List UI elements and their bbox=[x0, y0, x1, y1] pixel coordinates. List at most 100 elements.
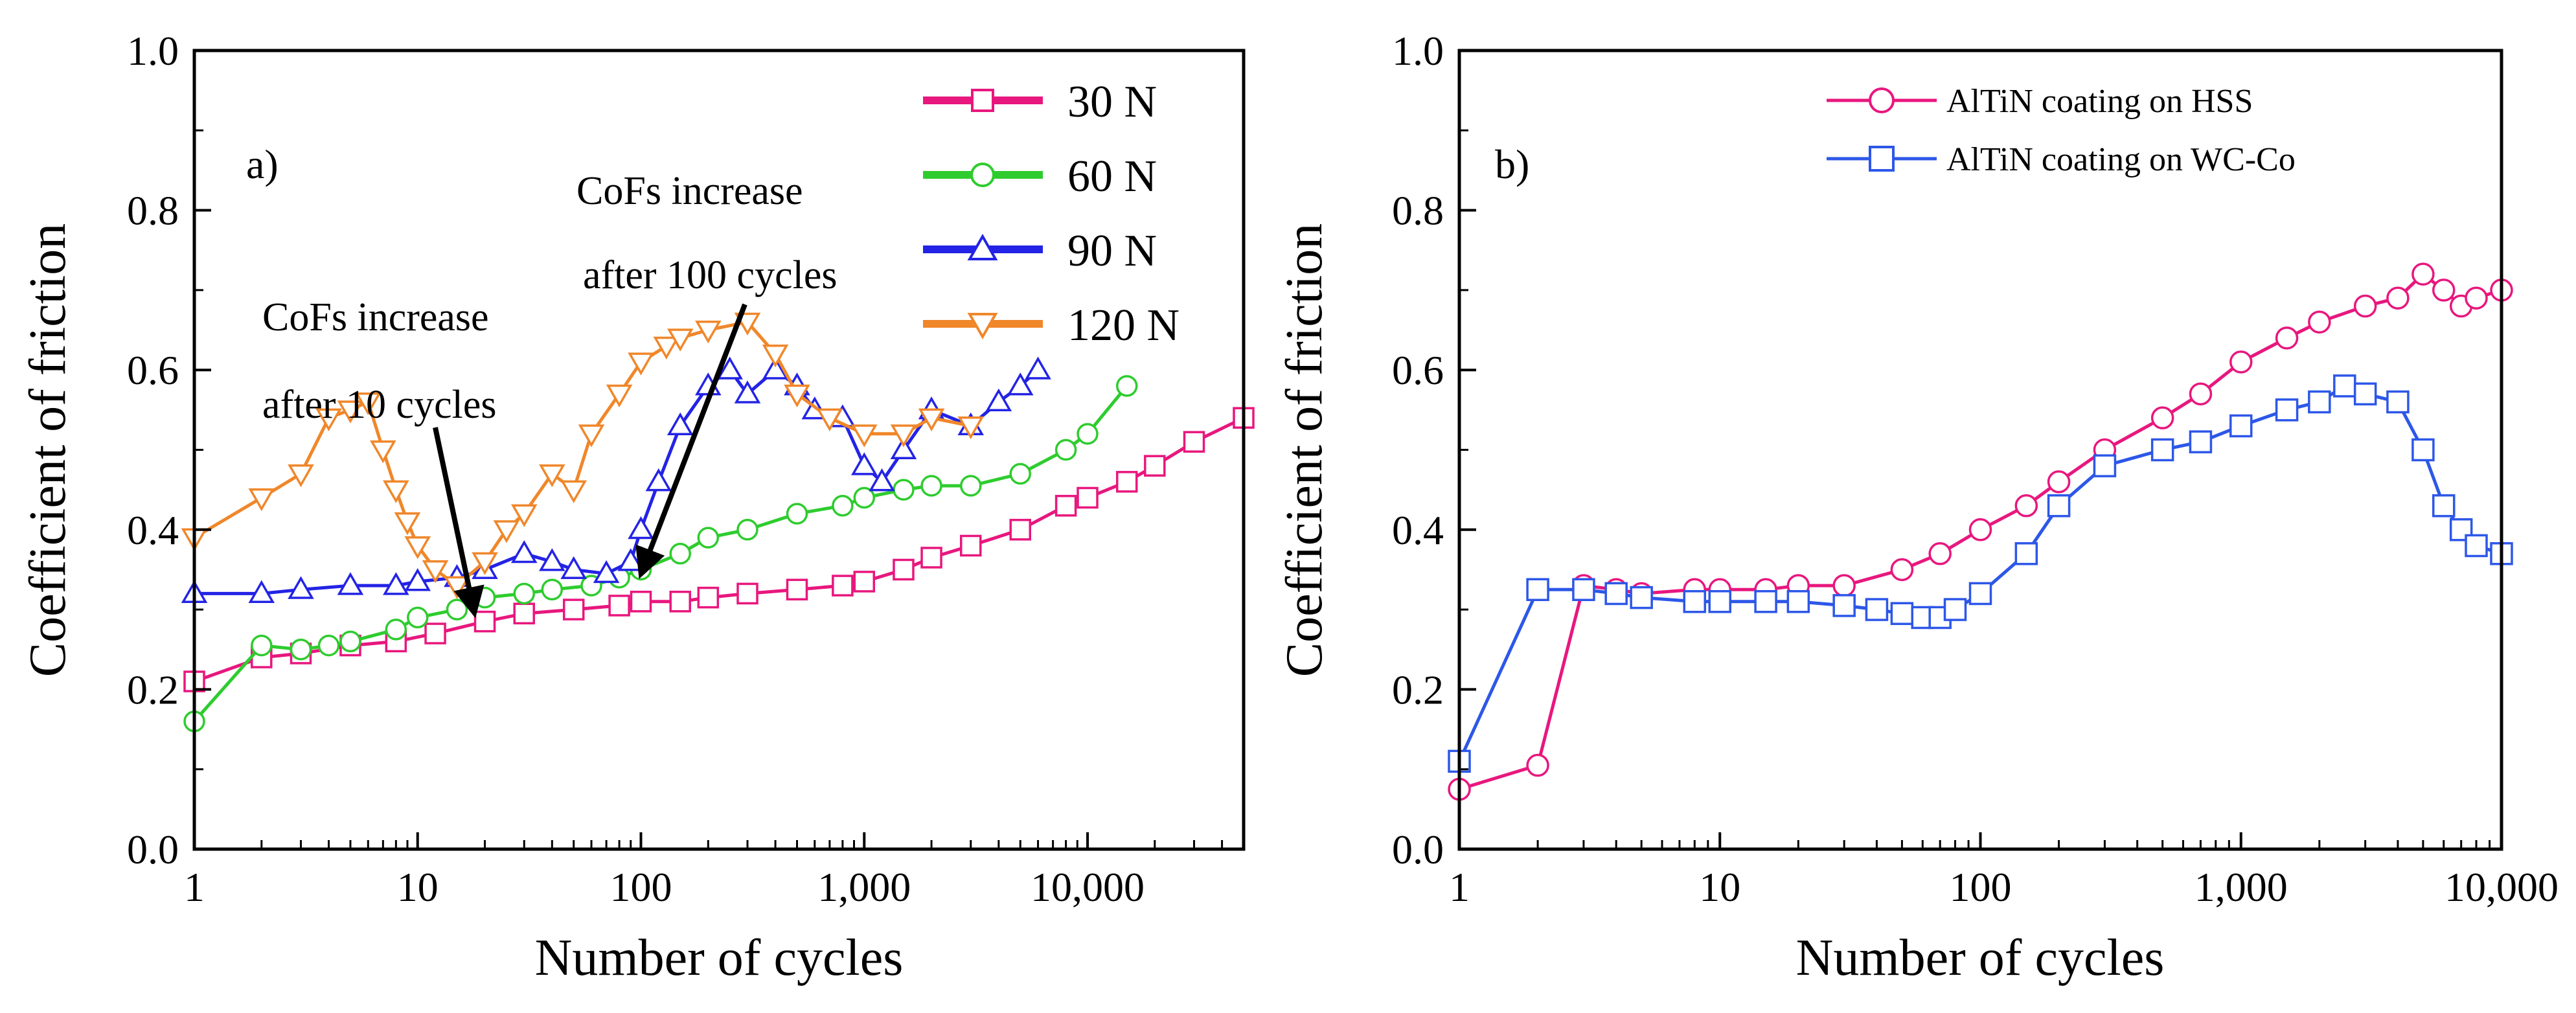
panel-b-x-tick-label: 10,000 bbox=[2445, 864, 2559, 910]
panel-a-legend: 30 N 60 N 90 N 120 N bbox=[923, 77, 1180, 350]
data-point-altin-coating-on-wc-co bbox=[1604, 582, 1628, 606]
data-point-120-n bbox=[560, 480, 587, 503]
legend-marker-30n bbox=[971, 89, 994, 112]
data-point-120-n bbox=[578, 424, 605, 448]
data-point-120-n bbox=[383, 480, 409, 503]
panel-a-y-tick-label: 0.8 bbox=[127, 188, 179, 234]
data-point-60-n bbox=[446, 598, 468, 620]
data-point-90-n bbox=[850, 452, 878, 475]
data-point-altin-coating-on-wc-co bbox=[2275, 398, 2299, 422]
data-point-120-n bbox=[539, 464, 565, 488]
data-point-120-n bbox=[850, 424, 878, 448]
data-point-altin-coating-on-wc-co bbox=[1754, 590, 1777, 613]
data-point-60-n bbox=[893, 479, 915, 501]
panel-b-y-tick-label: 0.6 bbox=[1392, 347, 1444, 393]
data-point-altin-coating-on-hss bbox=[2150, 406, 2174, 429]
data-point-120-n bbox=[784, 384, 810, 407]
data-point-90-n bbox=[734, 380, 761, 404]
legend-item-30n: 30 N bbox=[923, 77, 1157, 127]
data-point-90-n bbox=[716, 356, 743, 380]
data-point-90-n bbox=[1007, 372, 1034, 396]
data-point-90-n bbox=[890, 436, 917, 459]
data-point-120-n bbox=[444, 576, 470, 599]
legend-marker-120n bbox=[967, 313, 998, 340]
data-point-60-n bbox=[290, 639, 312, 661]
panel-b-label: b) bbox=[1495, 141, 1529, 187]
data-point-60-n bbox=[960, 475, 982, 497]
data-point-altin-coating-on-wc-co bbox=[2047, 494, 2071, 518]
data-point-30-n bbox=[1183, 431, 1205, 453]
data-point-90-n bbox=[667, 412, 694, 436]
data-point-60-n bbox=[1009, 462, 1031, 485]
legend-marker-wcco bbox=[1869, 146, 1895, 172]
data-point-60-n bbox=[697, 527, 720, 549]
data-point-120-n bbox=[957, 416, 985, 440]
data-point-30-n bbox=[893, 558, 915, 581]
data-point-120-n bbox=[695, 321, 722, 344]
data-point-90-n bbox=[404, 568, 431, 591]
data-point-30-n bbox=[1077, 486, 1099, 509]
panel-a-label: a) bbox=[246, 141, 279, 187]
data-point-90-n bbox=[288, 576, 314, 599]
panel-a-y-axis-title: Coefficient of friction bbox=[19, 223, 76, 677]
data-point-30-n bbox=[1144, 455, 1166, 477]
panel-a-y-tick-label: 1.0 bbox=[127, 28, 179, 74]
data-point-altin-coating-on-wc-co bbox=[1683, 590, 1707, 613]
panel-a-y-tick-label: 0.0 bbox=[127, 826, 179, 872]
data-point-120-n bbox=[816, 408, 843, 431]
legend-label-hss: AlTiN coating on HSS bbox=[1946, 83, 2253, 120]
data-point-60-n bbox=[251, 634, 273, 657]
data-point-altin-coating-on-wc-co bbox=[2229, 414, 2253, 438]
data-point-altin-coating-on-hss bbox=[1832, 574, 1856, 597]
data-point-120-n bbox=[248, 488, 275, 512]
data-point-120-n bbox=[422, 560, 449, 584]
data-point-30-n bbox=[832, 575, 854, 597]
data-point-60-n bbox=[786, 503, 808, 525]
data-point-120-n bbox=[472, 552, 498, 575]
data-point-120-n bbox=[404, 536, 431, 560]
data-point-30-n bbox=[562, 598, 585, 620]
data-point-90-n bbox=[628, 516, 654, 540]
data-point-altin-coating-on-hss bbox=[2386, 286, 2410, 310]
data-point-altin-coating-on-wc-co bbox=[2465, 534, 2488, 558]
data-point-altin-coating-on-hss bbox=[2014, 494, 2038, 518]
panel-b-x-tick-label: 100 bbox=[1950, 864, 2012, 910]
data-point-altin-coating-on-hss bbox=[2275, 326, 2299, 350]
data-point-120-n bbox=[493, 520, 520, 543]
legend-item-wcco: AlTiN coating on WC-Co bbox=[1827, 141, 2296, 178]
data-point-30-n bbox=[513, 602, 535, 625]
panel-b-y-tick-label: 0.4 bbox=[1392, 507, 1444, 553]
data-point-120-n bbox=[667, 328, 694, 352]
data-point-60-n bbox=[339, 630, 361, 653]
data-point-altin-coating-on-wc-co bbox=[2308, 390, 2331, 414]
legend-label-30n: 30 N bbox=[1067, 77, 1157, 127]
data-point-altin-coating-on-hss bbox=[1968, 518, 1992, 541]
panel-a-y-tick-label: 0.2 bbox=[127, 666, 179, 712]
data-point-30-n bbox=[920, 547, 942, 569]
data-point-altin-coating-on-hss bbox=[1526, 753, 1549, 777]
data-point-120-n bbox=[628, 352, 654, 376]
data-point-30-n bbox=[473, 610, 496, 633]
data-point-120-n bbox=[918, 408, 945, 431]
data-point-120-n bbox=[354, 393, 382, 416]
data-point-altin-coating-on-wc-co bbox=[2432, 494, 2456, 518]
data-point-altin-coating-on-wc-co bbox=[1786, 590, 1810, 613]
panel-a-y-tick-label: 0.6 bbox=[127, 347, 179, 393]
data-point-altin-coating-on-wc-co bbox=[1968, 582, 1992, 606]
panel-a-y-tick-label: 0.4 bbox=[127, 507, 179, 553]
data-point-60-n bbox=[832, 495, 854, 517]
data-point-altin-coating-on-wc-co bbox=[1943, 598, 1967, 621]
panel-b-x-axis-title: Number of cycles bbox=[1796, 929, 2165, 986]
data-point-30-n bbox=[853, 571, 876, 593]
data-point-altin-coating-on-hss bbox=[2308, 310, 2331, 334]
panel-b-y-tick-label: 0.8 bbox=[1392, 188, 1444, 234]
data-point-altin-coating-on-wc-co bbox=[2150, 438, 2174, 462]
data-point-altin-coating-on-wc-co bbox=[2411, 438, 2435, 462]
data-point-120-n bbox=[288, 464, 314, 488]
data-point-90-n bbox=[869, 468, 895, 492]
data-point-altin-coating-on-hss bbox=[2189, 382, 2213, 405]
legend-label-wcco: AlTiN coating on WC-Co bbox=[1946, 141, 2296, 178]
panel-a-x-tick-label: 1 bbox=[184, 864, 205, 910]
legend-label-90n: 90 N bbox=[1067, 226, 1157, 276]
